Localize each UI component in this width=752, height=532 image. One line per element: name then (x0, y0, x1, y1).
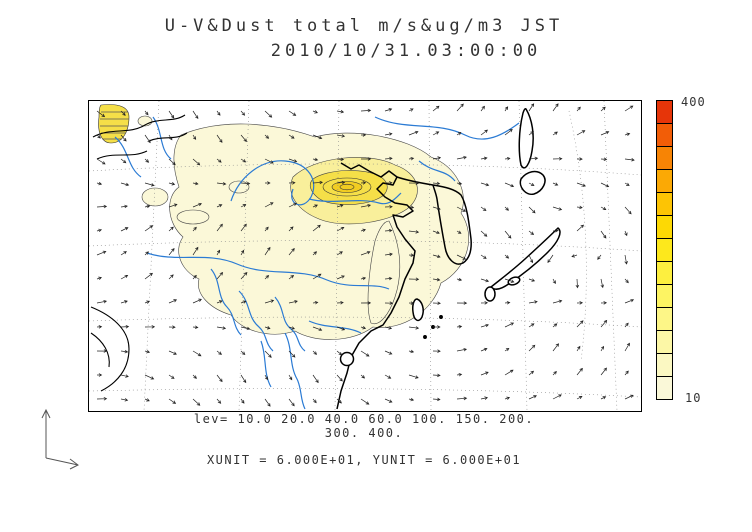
colorbar (656, 100, 673, 400)
wind-vectors (96, 103, 635, 407)
rivers-layer (114, 116, 520, 410)
plot-timestamp: 2010/10/31.03:00:00 (270, 41, 542, 61)
plot-title: U-V&Dust total m/s&ug/m3 JST (164, 16, 564, 36)
map-svg (89, 101, 641, 411)
map-canvas (88, 100, 642, 412)
graticule (89, 101, 641, 411)
colorbar-max-label: 400 (681, 95, 706, 109)
units-label: XUNIT = 6.000E+01, YUNIT = 6.000E+01 (206, 453, 522, 467)
title-block: U-V&Dust total m/s&ug/m3 JST 2010/10/31.… (88, 16, 640, 61)
axis-indicator (41, 408, 79, 470)
coastline-layer (90, 108, 561, 410)
contour-levels-line1: lev= 10.0 20.0 40.0 60.0 100. 150. 200. (193, 412, 535, 426)
colorbar-min-label: 10 (685, 391, 702, 405)
contour-levels-line2: 300. 400. (324, 426, 404, 440)
